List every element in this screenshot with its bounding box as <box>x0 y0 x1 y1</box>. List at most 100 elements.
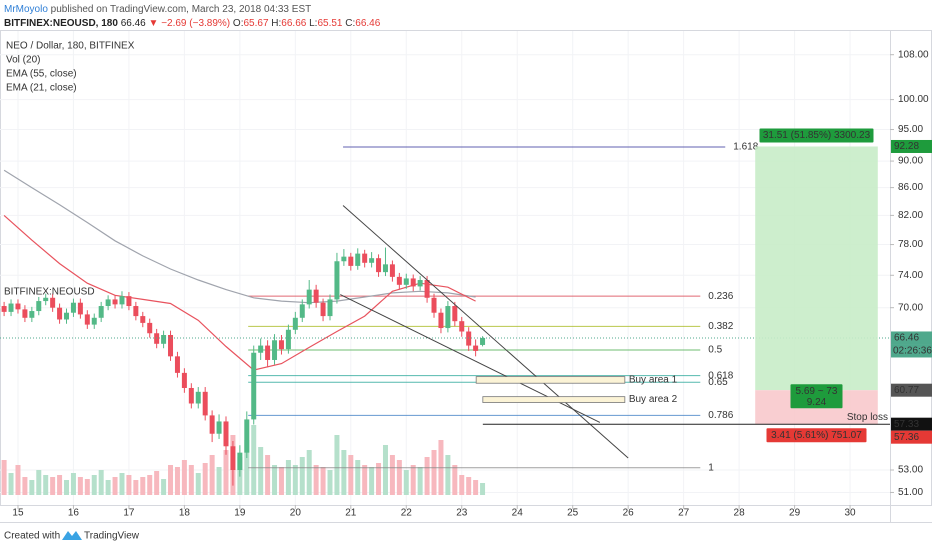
footer-created: Created with <box>4 531 60 542</box>
volume-bar <box>272 465 278 495</box>
x-tick-label: 27 <box>678 508 690 519</box>
volume-bar <box>258 447 264 495</box>
candle-body <box>438 312 444 329</box>
candle-body <box>265 345 271 360</box>
volume-bar <box>216 467 222 495</box>
x-tick-label: 20 <box>290 508 302 519</box>
brand-logo <box>62 531 82 540</box>
candle-body <box>237 452 243 471</box>
volume-bar <box>334 435 340 495</box>
x-tick-label: 28 <box>734 508 746 519</box>
candle-body <box>320 302 326 317</box>
candle-body <box>389 264 395 277</box>
legend-entry: EMA (55, close) <box>6 69 77 80</box>
candle-body <box>8 303 14 312</box>
candle-body <box>202 391 208 416</box>
volume-bar <box>119 473 125 495</box>
x-tick-label: 16 <box>68 508 80 519</box>
candle-body <box>154 333 160 344</box>
volume-bar <box>306 450 312 495</box>
symbol-line: BITFINEX:NEOUSD, 180 66.46 ▼ −2.69 (−3.8… <box>4 18 381 29</box>
y-tick-label: 51.00 <box>898 487 923 498</box>
l-value: 65.51 <box>317 18 342 29</box>
candle-body <box>278 340 284 350</box>
c-value: 66.46 <box>355 18 380 29</box>
volume-bar <box>209 455 215 495</box>
volume-bar <box>320 467 326 495</box>
candle-body <box>230 446 236 471</box>
volume-bar <box>174 467 180 495</box>
volume-bar <box>29 480 35 495</box>
candle-body <box>376 258 382 273</box>
h-label: H: <box>271 18 281 29</box>
candle-body <box>174 356 180 373</box>
volume-bar <box>348 455 354 495</box>
volume-bar <box>154 471 160 495</box>
candle-body <box>181 372 187 388</box>
x-tick-label: 24 <box>512 508 524 519</box>
volume-bar <box>168 465 174 495</box>
candle-body <box>459 321 465 332</box>
volume-bar <box>396 460 402 495</box>
candle-body <box>195 391 201 404</box>
candle-body <box>348 256 354 266</box>
target-label-bg <box>759 128 874 143</box>
buy-area-label: Buy area 2 <box>629 394 678 405</box>
volume-bar <box>452 465 458 495</box>
volume-bar <box>410 465 416 495</box>
candle-body <box>431 297 437 313</box>
author[interactable]: MrMoyolo <box>4 4 48 15</box>
volume-bar <box>223 450 229 495</box>
candle-body <box>77 302 83 315</box>
candle-body <box>209 415 215 434</box>
price-tag <box>891 417 932 431</box>
volume-bar <box>417 467 423 495</box>
candle-body <box>313 289 319 303</box>
candle-body <box>112 299 118 305</box>
symbol: BITFINEX:NEOUSD, 180 <box>4 18 118 29</box>
volume-bar <box>424 457 430 495</box>
candle-body <box>306 289 312 305</box>
last-price: 66.46 <box>121 18 146 29</box>
candle-body <box>382 264 388 273</box>
footer-brand[interactable]: TradingView <box>84 531 140 542</box>
candle-body <box>466 331 472 346</box>
c-label: C: <box>345 18 355 29</box>
volume-bar <box>376 463 382 495</box>
o-label: O: <box>233 18 244 29</box>
timer-label: 02:26:36 <box>893 346 932 357</box>
price-tag-label: 57.36 <box>894 432 919 443</box>
volume-bar <box>202 463 208 495</box>
stop-text: Stop loss <box>847 412 888 423</box>
volume-bar <box>133 480 139 495</box>
y-tick-label: 70.00 <box>898 302 923 313</box>
volume-bar <box>459 475 465 495</box>
volume-bar <box>278 467 284 495</box>
candle-body <box>161 334 167 344</box>
fib-label: 0.236 <box>708 291 733 302</box>
candle-body <box>15 303 21 310</box>
fib-label: 0.786 <box>708 410 733 421</box>
volume-bar <box>105 480 111 495</box>
fib-label: 0.5 <box>708 345 722 356</box>
price-tag-label: 66.46 <box>894 333 919 344</box>
chart-layer: 51.00 53.00 70.00 74.00 78.00 82.00 86.00 90.00… <box>0 31 932 519</box>
watermark: BITFINEX:NEOUSD <box>4 287 95 298</box>
y-tick-label: 82.00 <box>898 210 923 221</box>
volume-bar <box>1 460 7 495</box>
price-tag <box>891 139 932 153</box>
candle-body <box>355 253 361 266</box>
candle-body <box>272 340 278 360</box>
buy-area-label: Buy area 1 <box>629 375 678 386</box>
candle-body <box>424 280 430 298</box>
timer-tag <box>891 344 932 358</box>
candle-body <box>147 322 153 334</box>
trend-line <box>342 205 629 459</box>
volume-bar <box>15 465 21 495</box>
volume-bar <box>161 479 167 495</box>
ema-line <box>3 169 476 304</box>
price-tag-label: 60.77 <box>894 385 919 396</box>
candle-body <box>70 302 76 313</box>
y-tick-label: 78.00 <box>898 239 923 250</box>
